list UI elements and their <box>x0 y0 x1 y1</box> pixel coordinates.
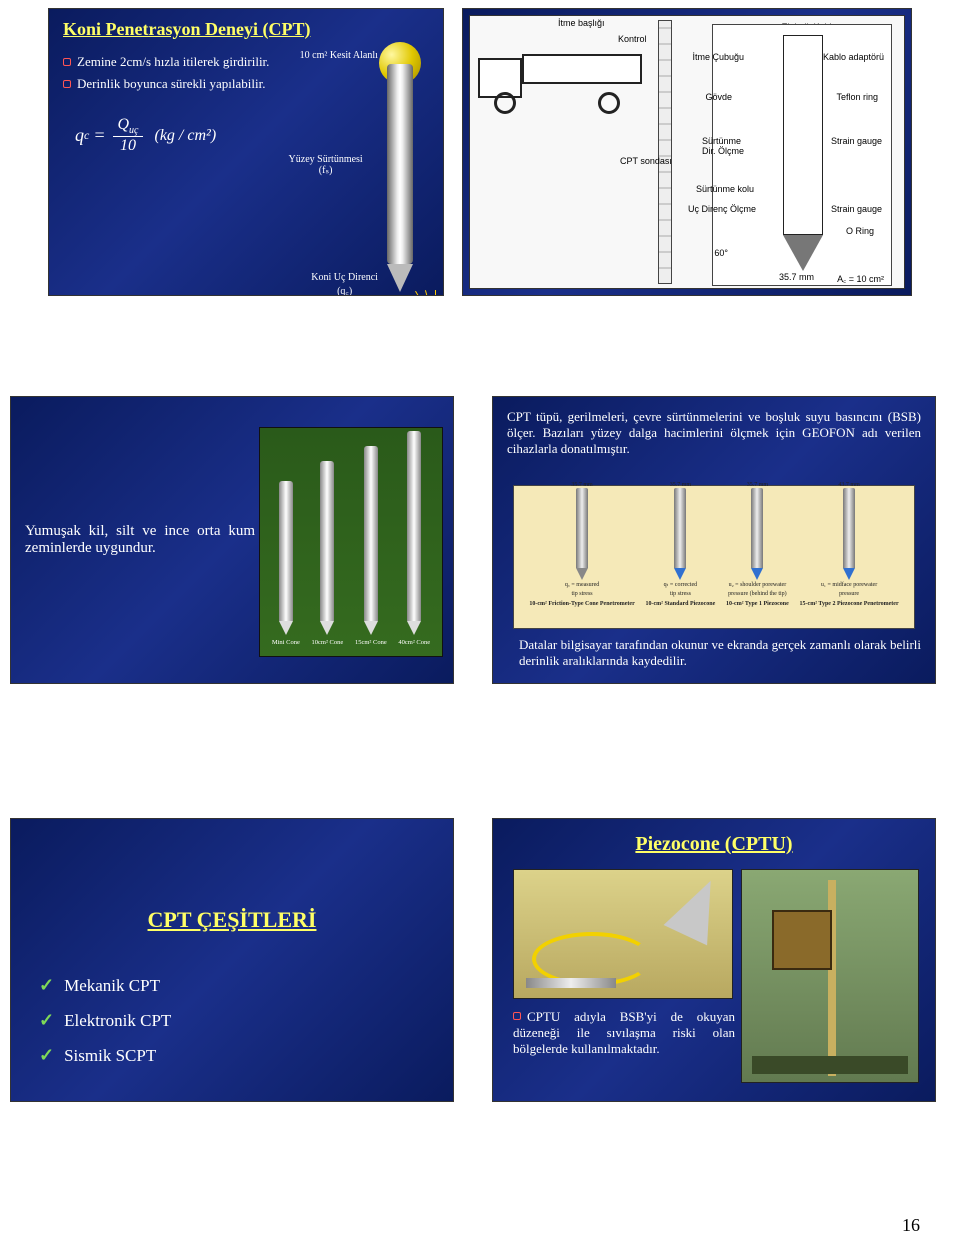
slide-cones-photo: Yumuşak kil, silt ve ince orta kum zemin… <box>10 396 454 684</box>
formula: qc = Quç 10 (kg / cm²) <box>63 98 270 155</box>
cone-label: 10cm² Cone <box>312 639 344 646</box>
check-list-item: ✓ Elektronik CPT <box>39 1010 171 1031</box>
rig-image <box>741 869 919 1083</box>
probe-icon <box>387 64 413 264</box>
penetrometer-types-image: 35.7 mmq꜀ = measuredtip stress10-cm² Fri… <box>513 485 915 629</box>
rig-box-icon <box>772 910 832 970</box>
check-list-item: ✓ Sismik SCPT <box>39 1045 171 1066</box>
kesit-label: 10 cm² Kesit Alanlı <box>300 50 378 61</box>
frac-num-uc: uç <box>129 125 138 136</box>
cone-tip-icon <box>664 871 733 946</box>
label-surtunme-kolu: Sürtünme kolu <box>696 184 754 194</box>
slide-title: Koni Penetrasyon Deneyi (CPT) <box>49 9 443 46</box>
formula-sub-c: c <box>84 128 89 143</box>
bullet-text: Zemine 2cm/s hızla itilerek girdirilir. <box>77 54 269 70</box>
cones-image: Mini Cone 10cm² Cone 15cm² Cone 40cm² Cone <box>259 427 443 657</box>
right-column: 10 cm² Kesit Alanlı Yüzey Sürtünmesi (fₛ… <box>270 46 443 155</box>
check-label: Elektronik CPT <box>64 1011 171 1031</box>
label-uc-direnc: Uç Direnç Ölçme <box>688 204 756 214</box>
bullet-icon <box>63 80 71 88</box>
check-label: Sismik SCPT <box>64 1046 156 1066</box>
bullet-item: Derinlik boyunca sürekli yapılabilir. <box>63 76 270 92</box>
slide-body: Zemine 2cm/s hızla itilerek girdirilir. … <box>49 46 443 155</box>
formula-q: q <box>75 125 84 146</box>
label-strain1: Strain gauge <box>831 136 882 146</box>
qc-label-2: (q꜀) <box>290 283 400 296</box>
bullet-icon <box>63 58 71 66</box>
formula-unit: (kg / cm²) <box>155 127 217 145</box>
penetrometer-column: 35.7 mmu₂ = shoulder porewaterpressure (… <box>726 480 789 608</box>
cone-item: Mini Cone <box>272 481 300 646</box>
penetrometer-column: 35.7 mmq꜀ = measuredtip stress10-cm² Fri… <box>529 480 634 608</box>
slide6-text-content: CPTU adıyla BSB'yi de okuyan düzeneği il… <box>513 1009 735 1056</box>
penetrometer-column: 35.7 mmqₜ = correctedtip stress10-cm² St… <box>646 480 716 608</box>
check-icon: ✓ <box>39 1010 54 1031</box>
qc-label-1: Koni Uç Direnci <box>290 272 400 283</box>
check-list-item: ✓ Mekanik CPT <box>39 975 171 996</box>
slide4-bottom-text: Datalar bilgisayar tarafından okunur ve … <box>519 637 921 669</box>
bullet-text: Derinlik boyunca sürekli yapılabilir. <box>77 76 265 92</box>
probe-pair-icon <box>526 978 616 988</box>
cone-label: 15cm² Cone <box>355 639 387 646</box>
label-surtunme: Sürtünme Dir. Ölçme <box>702 136 750 156</box>
slide-cpt-types: CPT ÇEŞİTLERİ ✓ Mekanik CPT ✓ Elektronik CP… <box>10 818 454 1102</box>
bullet-item: Zemine 2cm/s hızla itilerek girdirilir. <box>63 54 270 70</box>
label-oring: O Ring <box>846 226 874 236</box>
piezocone-image <box>513 869 733 999</box>
frac-den: 10 <box>116 137 140 155</box>
check-label: Mekanik CPT <box>64 976 160 996</box>
fs-label-1: Yüzey Sürtünmesi <box>276 154 376 165</box>
label-angle: 60° <box>714 248 728 258</box>
cone-item: 15cm² Cone <box>355 446 387 646</box>
rig-base-icon <box>752 1056 908 1074</box>
label-kontrol: Kontrol <box>618 34 647 44</box>
slide4-top-text: CPT tüpü, gerilmeleri, çevre sürtünmeler… <box>507 409 921 457</box>
slide5-list: ✓ Mekanik CPT ✓ Elektronik CPT ✓ Sismik SCPT <box>39 975 171 1080</box>
qc-label: Koni Uç Direnci (q꜀) <box>290 272 400 296</box>
label-itme: İtme başlığı <box>558 18 605 28</box>
left-column: Zemine 2cm/s hızla itilerek girdirilir. … <box>49 46 270 155</box>
slide-cpt-intro: Koni Penetrasyon Deneyi (CPT) Zemine 2cm… <box>48 8 444 296</box>
label-itme-cubugu: İtme Çubuğu <box>692 52 744 62</box>
slide5-title: CPT ÇEŞİTLERİ <box>11 907 453 933</box>
label-cpt: CPT sondası <box>620 156 672 166</box>
label-adaptor: Kablo adaptörü <box>823 52 884 62</box>
penetrometer-column: 43.7 mmu₁ = midface porewaterpressure15-… <box>800 480 899 608</box>
bullet-icon <box>513 1012 521 1020</box>
cone-item: 40cm² Cone <box>398 431 430 646</box>
slide3-text: Yumuşak kil, silt ve ince orta kum zemin… <box>25 523 255 557</box>
label-a: A꜀ = 10 cm² <box>837 272 884 285</box>
slide-cpt-diagram: İtme başlığı Kontrol Elektrik Kablosu CP… <box>462 8 912 296</box>
label-govde: Gövde <box>705 92 732 102</box>
label-teflon: Teflon ring <box>836 92 878 102</box>
cone-label: Mini Cone <box>272 639 300 646</box>
slide-piezocone: Piezocone (CPTU) CPTU adıyla BSB'yi de o… <box>492 818 936 1102</box>
check-icon: ✓ <box>39 1045 54 1066</box>
label-strain2: Strain gauge <box>831 204 882 214</box>
check-icon: ✓ <box>39 975 54 996</box>
formula-eq: = <box>93 125 105 146</box>
slide6-title: Piezocone (CPTU) <box>493 833 935 856</box>
formula-fraction: Quç 10 <box>113 116 142 155</box>
slide-penetrometer-types: CPT tüpü, gerilmeleri, çevre sürtünmeler… <box>492 396 936 684</box>
label-w: 35.7 mm <box>779 272 814 282</box>
fs-label-2: (fₛ) <box>276 165 376 176</box>
cone-item: 10cm² Cone <box>312 461 344 646</box>
fs-label: Yüzey Sürtünmesi (fₛ) <box>276 154 376 176</box>
page-number: 16 <box>902 1215 920 1236</box>
slide6-text: CPTU adıyla BSB'yi de okuyan düzeneği il… <box>513 1009 735 1057</box>
frac-num-Q: Q <box>117 116 129 133</box>
cone-label: 40cm² Cone <box>398 639 430 646</box>
shaft-icon <box>658 20 672 284</box>
diagram-canvas: İtme başlığı Kontrol Elektrik Kablosu CP… <box>469 15 905 289</box>
